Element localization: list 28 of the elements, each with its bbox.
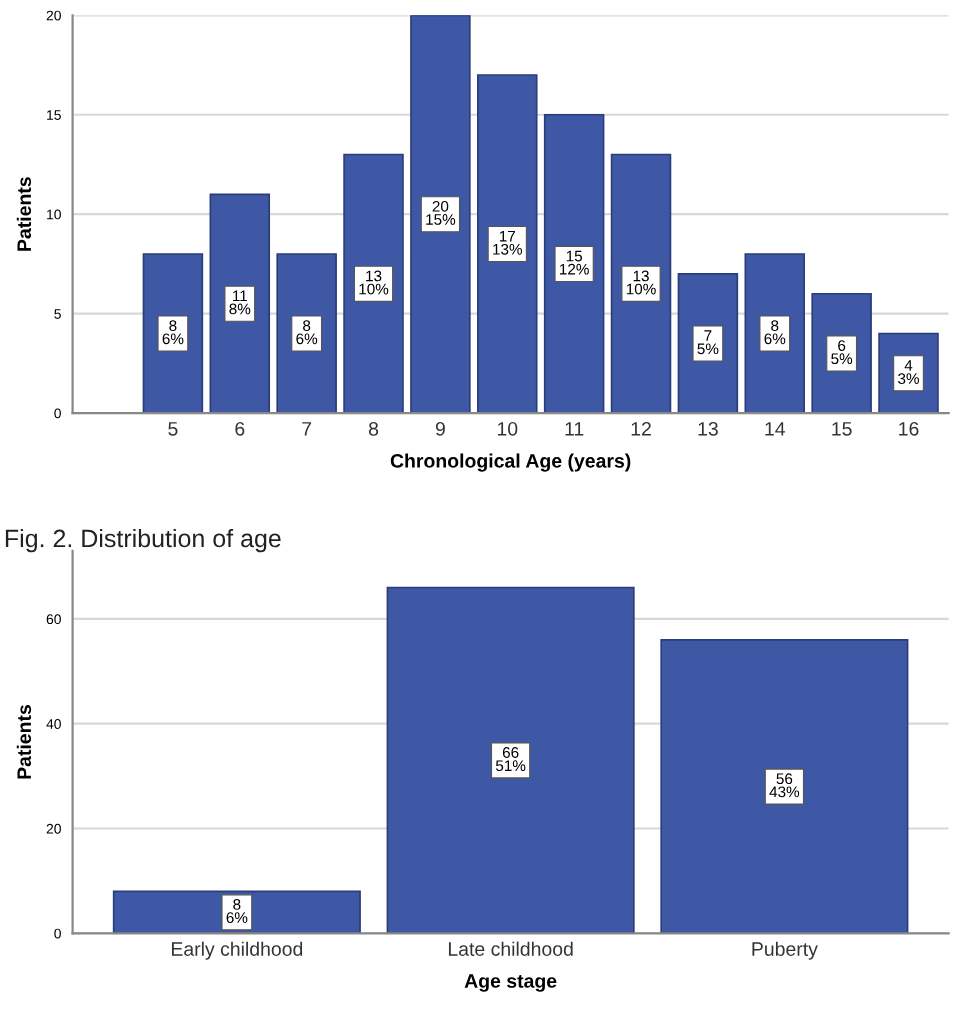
x-tick-label: Late childhood	[448, 941, 573, 956]
x-tick-label: 10	[497, 421, 518, 436]
bar	[386, 586, 635, 934]
bar	[343, 153, 404, 414]
x-tick-label: Early childhood	[171, 941, 303, 960]
x-tick-label: 9	[435, 421, 445, 436]
y-axis-title: Patients	[16, 705, 32, 779]
bar	[410, 15, 471, 414]
x-tick-label: 5	[168, 422, 178, 436]
y-axis-title: Patients	[16, 177, 32, 251]
bar	[477, 74, 538, 414]
x-tick-label: 6	[235, 421, 245, 436]
x-tick-label: 7	[302, 422, 312, 436]
x-axis-title: Chronological Age (years)	[390, 453, 631, 472]
x-tick-label: 15	[832, 422, 852, 436]
x-axis-title: Age stage	[464, 974, 557, 992]
annotation: Fig. 2. Distribution of age	[5, 528, 281, 553]
x-tick-label: Puberty	[752, 941, 818, 960]
x-tick-label: 13	[698, 421, 718, 436]
x-tick-label: 8	[368, 421, 379, 436]
x-tick-label: 12	[631, 421, 651, 436]
x-tick-label: 16	[899, 421, 919, 436]
bar	[543, 113, 605, 414]
bar	[610, 153, 672, 414]
bar	[660, 639, 909, 934]
x-tick-label: 14	[765, 422, 786, 436]
x-tick-label: 11	[565, 422, 584, 436]
bar	[209, 193, 271, 414]
